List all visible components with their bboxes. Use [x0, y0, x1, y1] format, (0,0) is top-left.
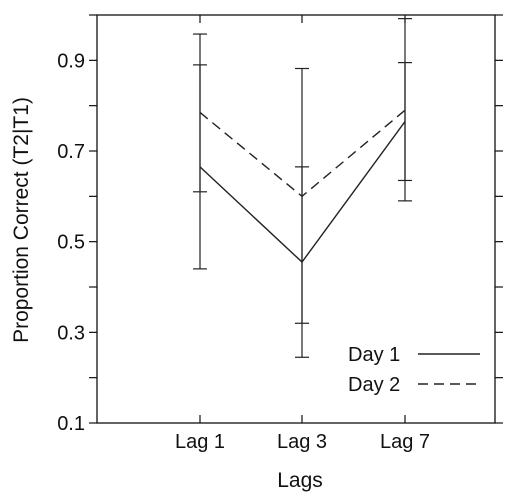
- x-tick-label: Lag 1: [175, 431, 225, 453]
- x-axis-title: Lags: [277, 469, 323, 492]
- legend: Day 1 Day 2: [348, 344, 480, 396]
- x-axis: Lag 1 Lag 3 Lag 7: [175, 15, 430, 453]
- x-tick-label: Lag 7: [380, 431, 430, 453]
- series-layer: [193, 18, 412, 358]
- x-tick-label: Lag 3: [277, 431, 327, 453]
- y-axis: 0.1 0.3 0.5 0.7 0.9: [57, 14, 503, 435]
- y-tick-label: 0.3: [57, 322, 85, 344]
- y-axis-title: Proportion Correct (T2|T1): [10, 97, 33, 343]
- y-tick-label: 0.9: [57, 50, 85, 72]
- y-tick-label: 0.7: [57, 141, 85, 163]
- y-tick-label: 0.5: [57, 232, 85, 254]
- legend-label-1: Day 1: [348, 344, 400, 366]
- plot-frame: [96, 14, 496, 424]
- y-tick-label: 0.1: [57, 413, 85, 435]
- legend-label-2: Day 2: [348, 374, 400, 396]
